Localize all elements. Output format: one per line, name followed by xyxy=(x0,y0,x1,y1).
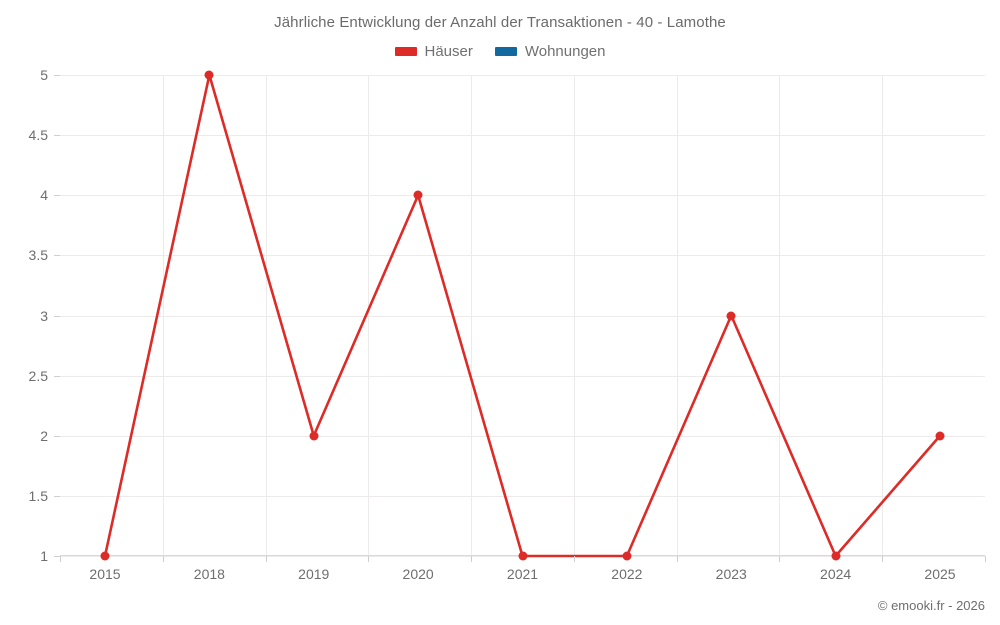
gridline-horizontal xyxy=(60,435,985,437)
footer-credit: © emooki.fr - 2026 xyxy=(877,598,985,613)
data-point-marker[interactable] xyxy=(309,431,319,441)
x-axis-tick-mark xyxy=(368,556,370,562)
series-line xyxy=(103,73,942,558)
y-axis-tick-label: 4.5 xyxy=(28,127,48,144)
data-point-marker[interactable] xyxy=(935,431,945,441)
x-axis-tick-label: 2019 xyxy=(298,566,330,582)
gridline-vertical xyxy=(779,75,781,556)
data-point-marker[interactable] xyxy=(204,70,214,80)
x-axis-tick-mark xyxy=(882,556,884,562)
data-point-marker[interactable] xyxy=(518,551,527,561)
x-axis-tick-label: 2024 xyxy=(820,566,852,582)
x-axis-tick-label: 2015 xyxy=(89,566,121,582)
y-axis-tick-mark xyxy=(54,75,60,76)
x-axis-tick-mark xyxy=(60,556,61,562)
data-point-marker[interactable] xyxy=(100,551,110,561)
x-axis-tick-mark xyxy=(779,556,781,562)
data-point-marker[interactable] xyxy=(413,190,423,200)
chart-title: Jährliche Entwicklung der Anzahl der Tra… xyxy=(274,14,726,31)
gridline-vertical xyxy=(471,75,473,556)
y-axis-tick-mark xyxy=(54,195,60,197)
x-axis-tick-mark xyxy=(676,556,678,562)
data-point-marker[interactable] xyxy=(726,311,736,320)
gridline-vertical xyxy=(162,75,164,556)
chart-legend: Häuser Wohnungen xyxy=(0,44,1000,59)
x-axis-tick-label: 2018 xyxy=(193,566,225,582)
data-point-marker[interactable] xyxy=(831,551,841,561)
gridline-horizontal xyxy=(60,315,985,317)
y-axis-tick-mark xyxy=(54,315,60,317)
x-axis-tick-label: 2020 xyxy=(402,566,434,582)
x-axis-tick-mark xyxy=(265,556,267,562)
gridline-vertical xyxy=(265,75,267,556)
x-axis-tick-label: 2025 xyxy=(924,566,956,582)
legend-swatch-wohnungen xyxy=(494,47,517,56)
gridline-vertical xyxy=(882,75,884,556)
gridline-vertical xyxy=(368,75,370,556)
legend-label-hauser: Häuser xyxy=(424,43,473,60)
y-axis-tick-mark xyxy=(54,135,60,137)
series-lines xyxy=(103,73,942,558)
y-axis-tick-label: 1 xyxy=(40,548,48,564)
plot-area xyxy=(60,70,985,561)
x-axis-tick-mark xyxy=(162,556,164,562)
y-axis-tick-mark xyxy=(54,556,60,557)
gridline-horizontal xyxy=(60,195,985,197)
y-axis-tick-label: 3.5 xyxy=(28,247,48,264)
y-axis-tick-label: 3 xyxy=(40,307,48,324)
y-axis-tick-label: 1.5 xyxy=(28,487,48,504)
legend-item-wohnungen[interactable]: Wohnungen xyxy=(494,43,606,60)
legend-item-hauser[interactable]: Häuser xyxy=(394,43,473,60)
y-axis-tick-label: 5 xyxy=(40,67,48,83)
y-axis-tick-mark xyxy=(54,495,60,497)
gridline-vertical xyxy=(573,75,575,556)
y-axis-tick-label: 2 xyxy=(40,427,48,444)
y-axis-tick-label: 2.5 xyxy=(28,367,48,384)
gridline-vertical xyxy=(676,75,678,556)
y-axis-tick-mark xyxy=(54,375,60,377)
gridline-horizontal xyxy=(60,255,985,257)
x-axis-tick-label: 2023 xyxy=(715,566,747,582)
y-axis-tick-mark xyxy=(54,435,60,437)
gridline-horizontal xyxy=(60,135,985,137)
y-axis-tick-mark xyxy=(54,255,60,257)
data-point-marker[interactable] xyxy=(622,551,632,561)
x-axis-tick-mark xyxy=(985,556,986,562)
y-axis-tick-label: 4 xyxy=(40,187,48,204)
gridline-horizontal xyxy=(60,375,985,377)
legend-swatch-hauser xyxy=(394,47,417,56)
x-axis-tick-label: 2021 xyxy=(506,566,539,582)
x-axis-tick-mark xyxy=(573,556,575,562)
gridline-horizontal xyxy=(60,495,985,497)
x-axis-tick-mark xyxy=(471,556,473,562)
legend-label-wohnungen: Wohnungen xyxy=(524,43,606,60)
gridline-horizontal xyxy=(60,75,985,76)
x-axis-tick-label: 2022 xyxy=(611,566,643,582)
